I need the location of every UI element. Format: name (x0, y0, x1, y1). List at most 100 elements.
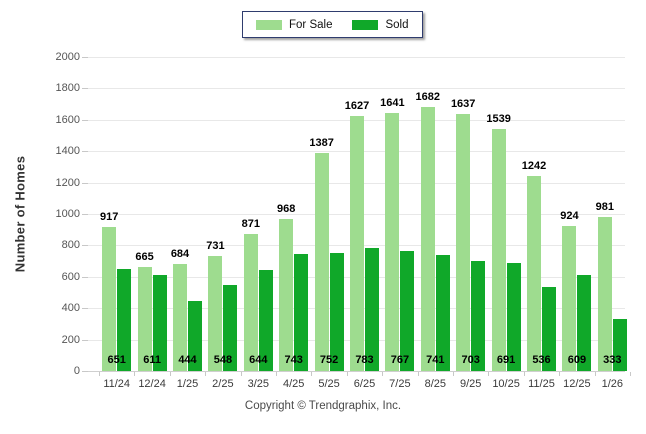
sold-value-label: 611 (143, 354, 161, 366)
gridline (88, 57, 625, 58)
bar-sold (294, 254, 309, 371)
bar-sold (612, 318, 627, 371)
bar-for-sale (314, 153, 329, 371)
y-tick-mark (82, 308, 88, 310)
for-sale-value-label: 924 (560, 209, 579, 222)
y-tick-mark (82, 182, 88, 184)
bar-sold (188, 301, 202, 371)
x-tick-label: 3/25 (247, 378, 269, 390)
for-sale-value-label: 1682 (415, 90, 441, 103)
bar-for-sale (527, 176, 541, 371)
y-tick-label: 2000 (55, 51, 80, 63)
for-sale-value-label: 981 (595, 200, 614, 213)
bar-sold (258, 269, 273, 371)
bar-for-sale (597, 216, 612, 371)
sold-value-label: 743 (284, 354, 303, 366)
x-tick-mark (276, 372, 277, 376)
x-tick-label: 10/25 (492, 378, 520, 390)
y-tick-mark (82, 276, 88, 278)
sold-value-label: 703 (461, 354, 480, 366)
bar-for-sale (420, 106, 435, 371)
x-tick-mark (417, 372, 419, 376)
legend-label-sold: Sold (385, 18, 409, 31)
y-tick-mark (82, 88, 88, 90)
for-sale-value-label: 1627 (344, 99, 370, 112)
x-tick-label: 9/25 (459, 378, 482, 390)
sold-value-label: 783 (355, 354, 374, 366)
y-tick-label: 1200 (55, 176, 80, 189)
x-tick-mark (311, 372, 313, 376)
bar-sold (542, 286, 556, 371)
sold-value-label: 536 (532, 354, 551, 366)
sold-value-label: 651 (107, 354, 126, 366)
x-tick-label: 4/25 (282, 378, 305, 390)
for-sale-value-label: 1242 (521, 160, 547, 172)
sold-value-label: 741 (426, 354, 445, 366)
bar-sold (117, 268, 132, 371)
bar-sold (365, 248, 379, 371)
for-sale-value-label: 1539 (486, 113, 511, 126)
legend: For Sale Sold (242, 11, 423, 38)
sold-swatch-icon (352, 19, 379, 30)
bar-for-sale (243, 234, 258, 371)
for-sale-swatch-icon (256, 19, 282, 30)
x-tick-label: 8/25 (424, 378, 446, 390)
sold-value-label: 644 (249, 354, 268, 366)
x-tick-label: 7/25 (389, 378, 411, 390)
bar-sold (223, 284, 238, 371)
sold-value-label: 444 (178, 354, 197, 366)
y-tick-label: 800 (61, 239, 80, 252)
gridline (88, 88, 625, 90)
x-tick-mark (346, 372, 348, 376)
sold-value-label: 548 (213, 354, 233, 366)
x-tick-mark (99, 372, 100, 376)
x-tick-mark (488, 372, 490, 376)
bar-for-sale (562, 225, 577, 371)
bar-sold (329, 252, 344, 371)
bar-for-sale (385, 113, 400, 371)
y-tick-mark (82, 214, 88, 215)
x-tick-label: 5/25 (318, 378, 340, 390)
bar-for-sale (491, 129, 506, 371)
sold-value-label: 752 (319, 354, 339, 366)
y-tick-label: 400 (61, 302, 80, 315)
y-tick-mark (82, 339, 88, 341)
x-tick-mark (169, 372, 171, 376)
bar-sold (152, 275, 167, 371)
x-tick-mark (382, 372, 384, 376)
bar-for-sale (137, 266, 152, 371)
y-tick-label: 1000 (55, 208, 80, 220)
y-tick-mark (82, 119, 88, 121)
sold-value-label: 609 (567, 354, 587, 366)
x-tick-label: 1/26 (601, 378, 623, 390)
bar-for-sale (456, 113, 471, 371)
x-tick-label: 2/25 (212, 378, 234, 390)
legend-item-sold: Sold (352, 18, 409, 31)
bar-sold (471, 260, 486, 371)
x-tick-mark (205, 372, 207, 376)
bar-sold (435, 254, 450, 371)
y-tick-label: 600 (61, 270, 80, 283)
x-tick-label: 6/25 (353, 378, 376, 390)
bar-for-sale (208, 256, 223, 371)
for-sale-value-label: 684 (170, 247, 190, 260)
x-tick-mark (630, 372, 631, 376)
x-tick-mark (594, 372, 596, 376)
for-sale-value-label: 665 (135, 250, 154, 263)
x-tick-mark (559, 372, 561, 376)
x-tick-label: 12/25 (563, 378, 591, 390)
y-tick-label: 1800 (55, 82, 80, 95)
for-sale-value-label: 968 (277, 203, 296, 216)
y-tick-mark (82, 151, 88, 153)
bar-sold (400, 250, 415, 371)
x-tick-label: 11/24 (103, 378, 131, 390)
sold-value-label: 767 (390, 354, 410, 366)
x-tick-label: 12/24 (138, 378, 166, 390)
y-tick-mark (82, 371, 88, 372)
x-tick-mark (453, 372, 454, 376)
y-tick-mark (82, 245, 88, 247)
bar-sold (577, 275, 592, 371)
for-sale-value-label: 871 (241, 218, 260, 231)
